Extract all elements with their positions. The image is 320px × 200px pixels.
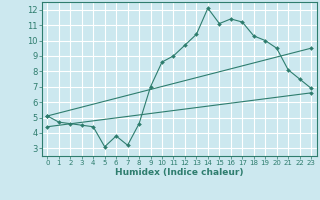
X-axis label: Humidex (Indice chaleur): Humidex (Indice chaleur)	[115, 168, 244, 177]
